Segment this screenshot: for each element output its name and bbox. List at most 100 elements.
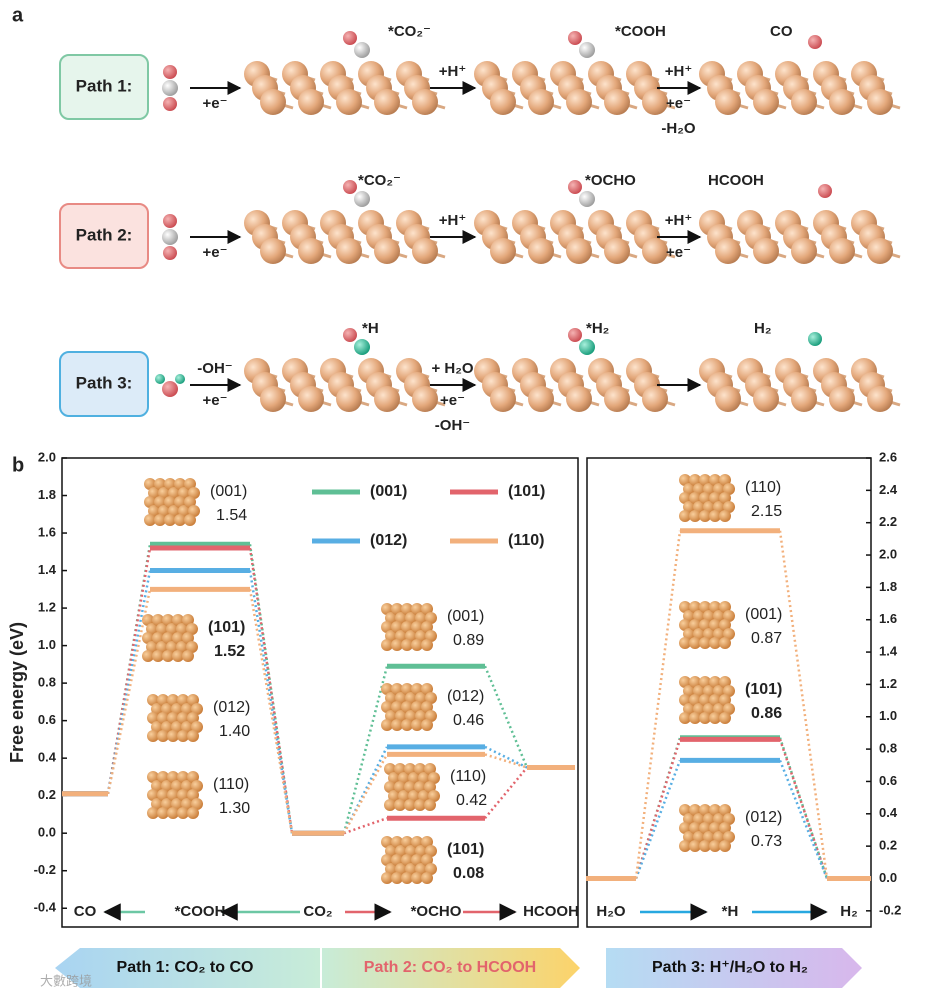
- facet-label: (001): [210, 483, 247, 500]
- facet-atom: [408, 790, 420, 802]
- adsorbate: [354, 191, 370, 207]
- connector: [106, 570, 152, 795]
- facet-atom: [421, 854, 433, 866]
- y-tick-label: 1.2: [879, 676, 897, 691]
- atom: [867, 89, 893, 115]
- facet-atom: [395, 845, 407, 857]
- adsorbate: [343, 31, 357, 45]
- facet-atom: [148, 505, 160, 517]
- facet-atom: [168, 505, 180, 517]
- facet-atom: [398, 772, 410, 784]
- facet-atom: [693, 703, 705, 715]
- y-tick-label: 1.4: [38, 562, 57, 577]
- y-tick-label: 0.8: [879, 741, 897, 756]
- atom: [336, 386, 362, 412]
- facet-atom: [178, 505, 190, 517]
- atom: [604, 89, 630, 115]
- atom: [528, 238, 554, 264]
- facet-atom: [428, 790, 440, 802]
- facet-atom: [424, 763, 436, 775]
- facet-atom: [391, 719, 403, 731]
- facet-atom: [709, 694, 721, 706]
- x-category-label: CO₂: [303, 903, 332, 920]
- molecule-atom: [163, 246, 177, 260]
- facet-atom: [418, 790, 430, 802]
- facet-atom: [385, 692, 397, 704]
- facet-atom: [689, 474, 701, 486]
- facet-atom: [191, 721, 203, 733]
- y-tick-label: 0.6: [879, 773, 897, 788]
- facet-atom: [709, 676, 721, 688]
- facet-atom: [401, 719, 413, 731]
- facet-atom: [147, 807, 159, 819]
- facet-atom: [177, 694, 189, 706]
- adsorbate: [354, 42, 370, 58]
- facet-atom: [411, 836, 423, 848]
- facet-atom: [174, 514, 186, 526]
- connector: [248, 589, 294, 834]
- facet-atom: [699, 804, 711, 816]
- facet-atom: [401, 621, 413, 633]
- facet-atom: [172, 650, 184, 662]
- facet-atom: [709, 822, 721, 834]
- facet-atom: [679, 510, 691, 522]
- facet-atom: [679, 619, 691, 631]
- facet-label: (012): [213, 699, 250, 716]
- facet-atom: [689, 822, 701, 834]
- facet-atom: [391, 854, 403, 866]
- path-label: Path 2:: [76, 225, 133, 244]
- panel-label: a: [12, 4, 24, 26]
- x-category-label: *COOH: [175, 903, 226, 920]
- adsorbate: [568, 31, 582, 45]
- facet-atom: [161, 721, 173, 733]
- atom: [642, 386, 668, 412]
- facet-atom: [156, 641, 168, 653]
- facet-atom: [186, 641, 198, 653]
- connector: [248, 570, 294, 834]
- molecule-atom: [163, 214, 177, 228]
- step-label: -OH⁻: [435, 417, 470, 434]
- facet-atom: [703, 628, 715, 640]
- facet-label: (012): [447, 688, 484, 705]
- facet-atom: [689, 637, 701, 649]
- facet-atom: [161, 780, 173, 792]
- facet-atom: [381, 621, 393, 633]
- facet-atom: [164, 496, 176, 508]
- facet-atom: [699, 676, 711, 688]
- facet-atom: [679, 492, 691, 504]
- facet-atom: [401, 701, 413, 713]
- facet-atom: [151, 721, 163, 733]
- facet-atom: [187, 712, 199, 724]
- facet-label: (101): [447, 841, 484, 858]
- facet-atom: [391, 872, 403, 884]
- facet-atom: [709, 492, 721, 504]
- facet-atom: [151, 703, 163, 715]
- facet-atom: [713, 703, 725, 715]
- facet-atom: [405, 692, 417, 704]
- facet-atom: [148, 487, 160, 499]
- facet-atom: [699, 712, 711, 724]
- facet-atom: [719, 822, 731, 834]
- facet-atom: [384, 799, 396, 811]
- facet-atom: [385, 612, 397, 624]
- facet-atom: [187, 807, 199, 819]
- atom: [374, 386, 400, 412]
- facet-atom: [411, 621, 423, 633]
- facet-atom: [171, 703, 183, 715]
- adsorbate: [579, 42, 595, 58]
- facet-atom: [703, 610, 715, 622]
- atom: [753, 238, 779, 264]
- connector: [483, 665, 529, 769]
- facet-atom: [689, 510, 701, 522]
- facet-atom: [181, 798, 193, 810]
- facet-atom: [162, 614, 174, 626]
- species-label: *H₂: [586, 320, 609, 337]
- facet-atom: [142, 650, 154, 662]
- facet-atom: [703, 813, 715, 825]
- facet-atom: [168, 487, 180, 499]
- facet-atom: [177, 771, 189, 783]
- atom: [715, 386, 741, 412]
- facet-atom: [154, 496, 166, 508]
- legend-label: (001): [370, 483, 407, 500]
- facet-atom: [176, 641, 188, 653]
